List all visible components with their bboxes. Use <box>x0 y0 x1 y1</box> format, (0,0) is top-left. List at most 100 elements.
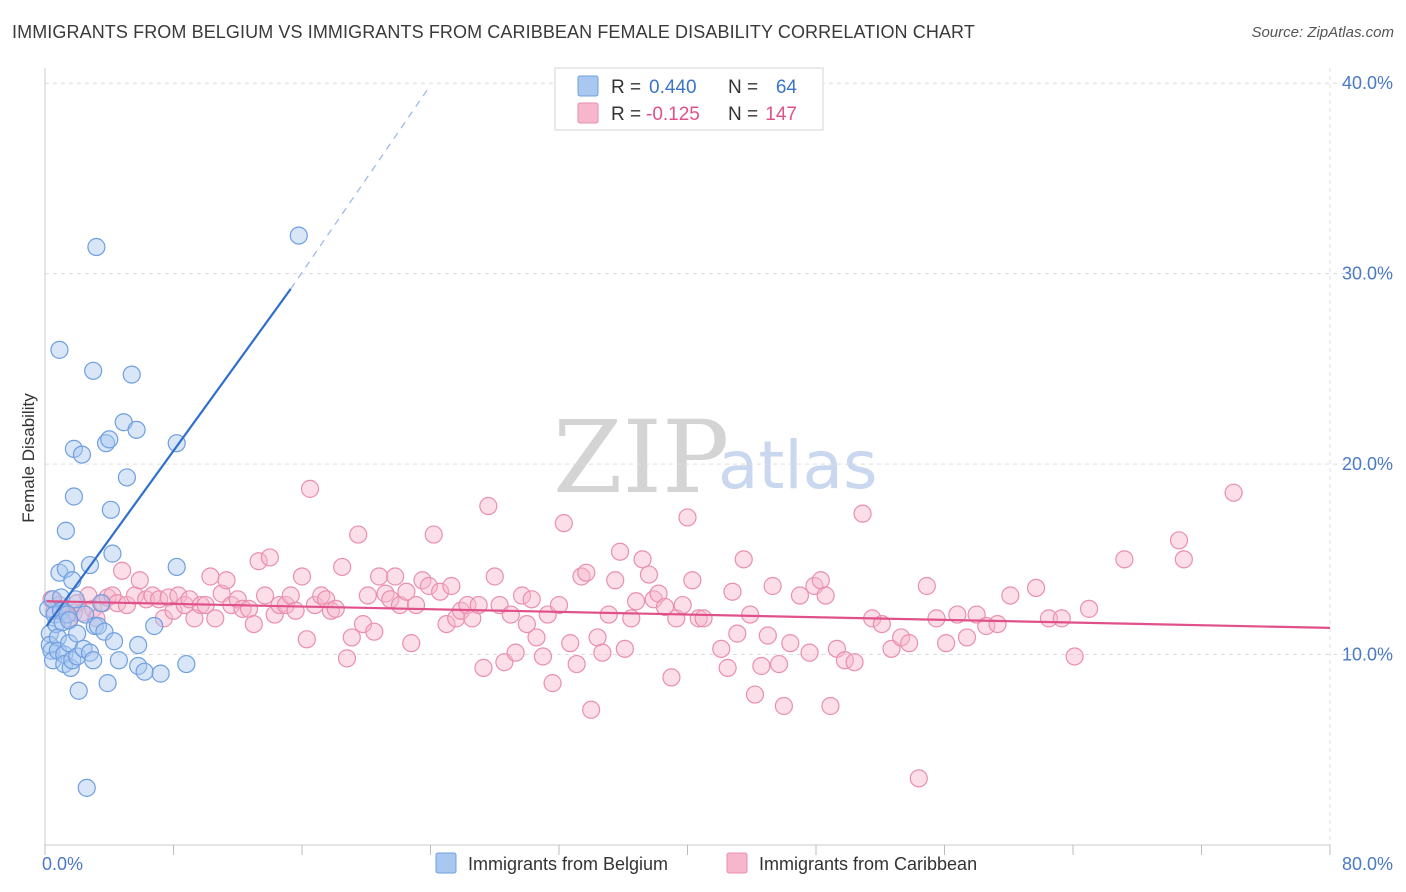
y-tick-label: 10.0% <box>1342 645 1393 665</box>
y-tick-label: 20.0% <box>1342 454 1393 474</box>
caribbean-point <box>358 586 377 605</box>
caribbean-point <box>201 567 220 586</box>
caribbean-point <box>406 595 426 615</box>
caribbean-point <box>588 628 607 647</box>
caribbean-point <box>112 561 132 580</box>
caribbean-point <box>567 654 586 674</box>
caribbean-points <box>42 479 1243 788</box>
caribbean-point <box>734 550 753 569</box>
x-tick-label: 0.0% <box>42 854 83 874</box>
caribbean-point <box>752 656 771 676</box>
caribbean-point <box>678 508 697 527</box>
belgium-point <box>43 651 63 670</box>
belgium-point <box>101 500 120 519</box>
belgium-trend-extension <box>290 84 432 290</box>
legend-n-value-pink: 147 <box>765 104 797 125</box>
bottom-legend-swatch-blue <box>435 852 457 874</box>
bottom-legend-swatch-pink <box>726 852 748 874</box>
belgium-point <box>50 340 69 359</box>
caribbean-point <box>506 643 525 662</box>
belgium-point <box>59 611 79 630</box>
belgium-point <box>72 445 92 464</box>
caribbean-point <box>561 634 580 653</box>
caribbean-point <box>988 614 1007 634</box>
belgium-point <box>69 681 88 700</box>
caribbean-point <box>281 586 300 605</box>
caribbean-point <box>485 567 504 586</box>
legend-r-value-blue: 0.440 <box>649 77 697 98</box>
y-tick-label: 40.0% <box>1342 73 1393 93</box>
caribbean-point <box>419 576 438 596</box>
caribbean-point <box>397 582 416 601</box>
belgium-point <box>56 521 75 540</box>
belgium-point <box>56 559 75 578</box>
watermark-atlas: atlas <box>718 427 878 504</box>
caribbean-point <box>937 634 956 653</box>
caribbean-point <box>845 653 864 672</box>
caribbean-point <box>130 571 149 590</box>
caribbean-point <box>386 567 405 586</box>
belgium-point <box>135 662 154 681</box>
legend-r-label-blue: R = <box>611 77 641 98</box>
belgium-point <box>84 361 103 380</box>
caribbean-point <box>741 605 760 624</box>
caribbean-point <box>217 571 236 590</box>
caribbean-point <box>626 592 646 611</box>
caribbean-point <box>900 634 919 653</box>
caribbean-point <box>683 571 702 590</box>
caribbean-point <box>606 571 625 590</box>
caribbean-point <box>543 674 562 693</box>
caribbean-point <box>512 586 532 605</box>
belgium-trend-line <box>45 288 292 627</box>
belgium-point <box>68 624 87 643</box>
caribbean-trend-line <box>46 600 1331 629</box>
caribbean-point <box>957 628 977 647</box>
belgium-point <box>129 635 148 655</box>
caribbean-point <box>712 639 731 658</box>
caribbean-point <box>349 525 368 544</box>
caribbean-point <box>154 609 173 628</box>
caribbean-point <box>1052 609 1071 628</box>
series-legend: Immigrants from Belgium Immigrants from … <box>435 852 977 874</box>
belgium-point <box>95 622 114 641</box>
caribbean-point <box>599 605 618 624</box>
caribbean-point <box>337 649 357 668</box>
caribbean-point <box>255 586 275 605</box>
caribbean-point <box>694 609 713 628</box>
caribbean-point <box>297 630 316 649</box>
legend-n-label-pink: N = <box>728 104 758 125</box>
caribbean-point <box>286 601 305 620</box>
caribbean-point <box>533 647 553 666</box>
caribbean-point <box>811 571 830 590</box>
trend-lines <box>45 84 1331 629</box>
belgium-point <box>64 487 84 506</box>
caribbean-point <box>927 609 946 628</box>
caribbean-point <box>728 624 747 643</box>
caribbean-point <box>370 567 389 586</box>
correlation-legend: R = 0.440 N = 64 R = -0.125 N = 147 <box>554 67 824 131</box>
caribbean-point <box>1169 531 1189 550</box>
watermark-zip: ZIP <box>553 399 729 516</box>
caribbean-point <box>249 552 268 571</box>
caribbean-point <box>673 595 692 615</box>
caribbean-point <box>244 614 263 634</box>
legend-swatch-pink <box>577 102 599 124</box>
caribbean-point <box>549 595 569 615</box>
y-axis-label: Female Disability <box>19 393 38 523</box>
caribbean-point <box>365 622 384 641</box>
belgium-point <box>103 544 122 563</box>
caribbean-point <box>610 542 630 561</box>
caribbean-point <box>437 614 456 634</box>
legend-swatch-blue <box>577 75 599 97</box>
caribbean-point <box>872 614 891 634</box>
grid-lines <box>45 68 1390 845</box>
caribbean-point <box>342 628 361 647</box>
bottom-legend-label-blue: Immigrants from Belgium <box>468 854 668 874</box>
chart-source: Source: ZipAtlas.com <box>1251 24 1394 41</box>
caribbean-point <box>790 586 810 605</box>
caribbean-point <box>1174 550 1193 569</box>
belgium-point <box>289 226 308 245</box>
belgium-point <box>84 651 103 670</box>
legend-n-label-blue: N = <box>728 77 758 98</box>
caribbean-point <box>424 525 443 544</box>
